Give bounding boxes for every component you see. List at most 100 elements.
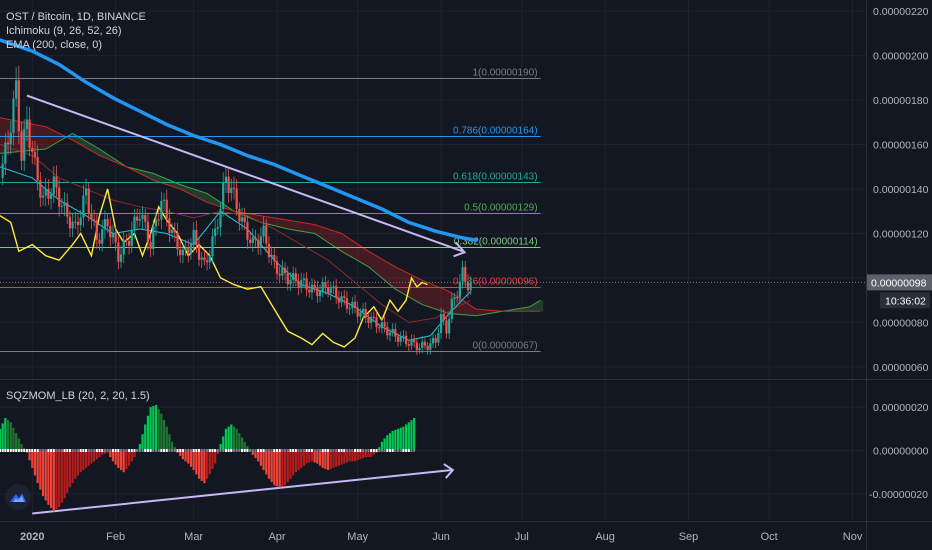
indicator-lines bbox=[0, 38, 478, 348]
momentum-bar bbox=[353, 450, 357, 462]
squeeze-dot bbox=[114, 449, 117, 452]
candle-body bbox=[63, 202, 66, 206]
squeeze-dot bbox=[163, 449, 166, 452]
cloud-segment bbox=[204, 192, 210, 204]
symbol-title[interactable]: OST / Bitcoin, 1D, BINANCE bbox=[6, 11, 146, 23]
candle-body bbox=[216, 226, 219, 229]
cloud-segment bbox=[478, 309, 485, 316]
squeeze-dot bbox=[241, 449, 244, 452]
momentum-bar bbox=[351, 450, 354, 462]
candle-body bbox=[396, 336, 400, 342]
cloud-segment bbox=[285, 219, 291, 230]
squeeze-dot bbox=[173, 449, 176, 452]
momentum-bar bbox=[68, 450, 72, 488]
cloud-segment bbox=[182, 185, 189, 194]
cloud-segment bbox=[371, 252, 377, 274]
sqzmom-legend[interactable]: SQZMOM_LB (20, 2, 20, 1.5) bbox=[6, 390, 150, 402]
squeeze-dot bbox=[222, 449, 225, 452]
momentum-bar bbox=[372, 450, 375, 455]
ema-200-line bbox=[0, 38, 478, 242]
squeeze-dot bbox=[300, 449, 303, 452]
momentum-bar bbox=[227, 426, 230, 451]
candle-body bbox=[141, 214, 144, 220]
candle-body bbox=[437, 333, 440, 343]
squeeze-dot bbox=[23, 449, 26, 452]
squeeze-dot bbox=[144, 449, 147, 452]
cloud-segment bbox=[392, 265, 399, 291]
squeeze-dot bbox=[203, 449, 206, 452]
squeeze-dot bbox=[327, 449, 330, 452]
candle-body bbox=[224, 176, 228, 183]
momentum-bar bbox=[254, 450, 257, 459]
momentum-bar bbox=[324, 450, 327, 469]
momentum-bar bbox=[200, 450, 203, 481]
squeeze-dot bbox=[243, 449, 246, 452]
time-axis[interactable]: 2020 Feb Mar Apr May Jun Jul Aug Sep Oct Nov bbox=[20, 531, 863, 543]
candle-body bbox=[450, 298, 453, 319]
squeeze-dot bbox=[324, 449, 327, 452]
momentum-axis-tick-label: 0.00000020 bbox=[873, 402, 929, 414]
time-axis-tick-label: Aug bbox=[595, 531, 615, 543]
candle-body bbox=[423, 341, 427, 346]
momentum-bar bbox=[270, 450, 273, 482]
cloud-segment bbox=[328, 229, 334, 246]
squeeze-dot bbox=[79, 449, 82, 452]
cloud-segment bbox=[258, 215, 264, 224]
squeeze-dot bbox=[195, 449, 198, 452]
squeeze-dot bbox=[76, 449, 79, 452]
squeeze-dot bbox=[351, 449, 354, 452]
momentum-bar bbox=[391, 430, 394, 451]
squeeze-dot bbox=[60, 449, 63, 452]
momentum-bar bbox=[109, 450, 112, 458]
cloud-segment bbox=[349, 238, 356, 260]
tradingview-logo-icon[interactable] bbox=[5, 484, 31, 510]
momentum-bar bbox=[378, 447, 381, 451]
momentum-bar bbox=[275, 450, 279, 487]
squeeze-dot bbox=[160, 449, 163, 452]
candle-body bbox=[240, 217, 244, 222]
price-axis-tick-label: 0.00000220 bbox=[873, 6, 929, 18]
cloud-segment bbox=[43, 126, 49, 150]
squeeze-dot bbox=[302, 449, 305, 452]
squeeze-dot bbox=[141, 449, 144, 452]
momentum-bar bbox=[286, 450, 289, 482]
candle-body bbox=[179, 249, 182, 256]
candle-body bbox=[246, 222, 249, 240]
fib-level-label: 0.618(0.00000143) bbox=[453, 172, 538, 183]
cloud-segment bbox=[344, 235, 350, 256]
ichimoku-legend[interactable]: Ichimoku (9, 26, 52, 26) bbox=[6, 25, 122, 37]
candle-body bbox=[321, 282, 324, 292]
cloud-segment bbox=[419, 278, 425, 306]
time-axis-tick-label: 2020 bbox=[20, 531, 44, 543]
candle-body bbox=[222, 182, 225, 209]
price-axis[interactable]: 0.000000600.000000800.000001000.00000120… bbox=[869, 6, 929, 501]
candle-body bbox=[230, 187, 233, 193]
ema-legend[interactable]: EMA (200, close, 0) bbox=[6, 39, 102, 51]
squeeze-dot bbox=[402, 449, 405, 452]
trendlines[interactable] bbox=[26, 94, 467, 515]
squeeze-dot bbox=[321, 449, 324, 452]
momentum-bar bbox=[283, 450, 287, 486]
squeeze-dot bbox=[386, 449, 389, 452]
momentum-bar bbox=[240, 437, 244, 451]
senkou-span-b bbox=[0, 117, 541, 312]
candle-body bbox=[337, 297, 340, 303]
momentum-bar bbox=[138, 443, 141, 451]
squeeze-dot bbox=[200, 449, 203, 452]
momentum-bar bbox=[74, 450, 77, 479]
candle-body bbox=[308, 289, 311, 293]
candle-body bbox=[41, 195, 45, 198]
ichimoku-cloud bbox=[0, 117, 544, 317]
squeeze-dot bbox=[216, 449, 219, 452]
candle-body bbox=[254, 237, 257, 240]
momentum-bar bbox=[119, 450, 123, 471]
candle-body bbox=[20, 131, 23, 161]
momentum-bar bbox=[20, 443, 23, 451]
cloud-segment bbox=[430, 283, 436, 310]
candle-body bbox=[130, 230, 133, 246]
momentum-bar bbox=[257, 450, 260, 462]
momentum-bar bbox=[71, 450, 74, 484]
candle-body bbox=[297, 281, 300, 288]
squeeze-dot bbox=[74, 449, 77, 452]
